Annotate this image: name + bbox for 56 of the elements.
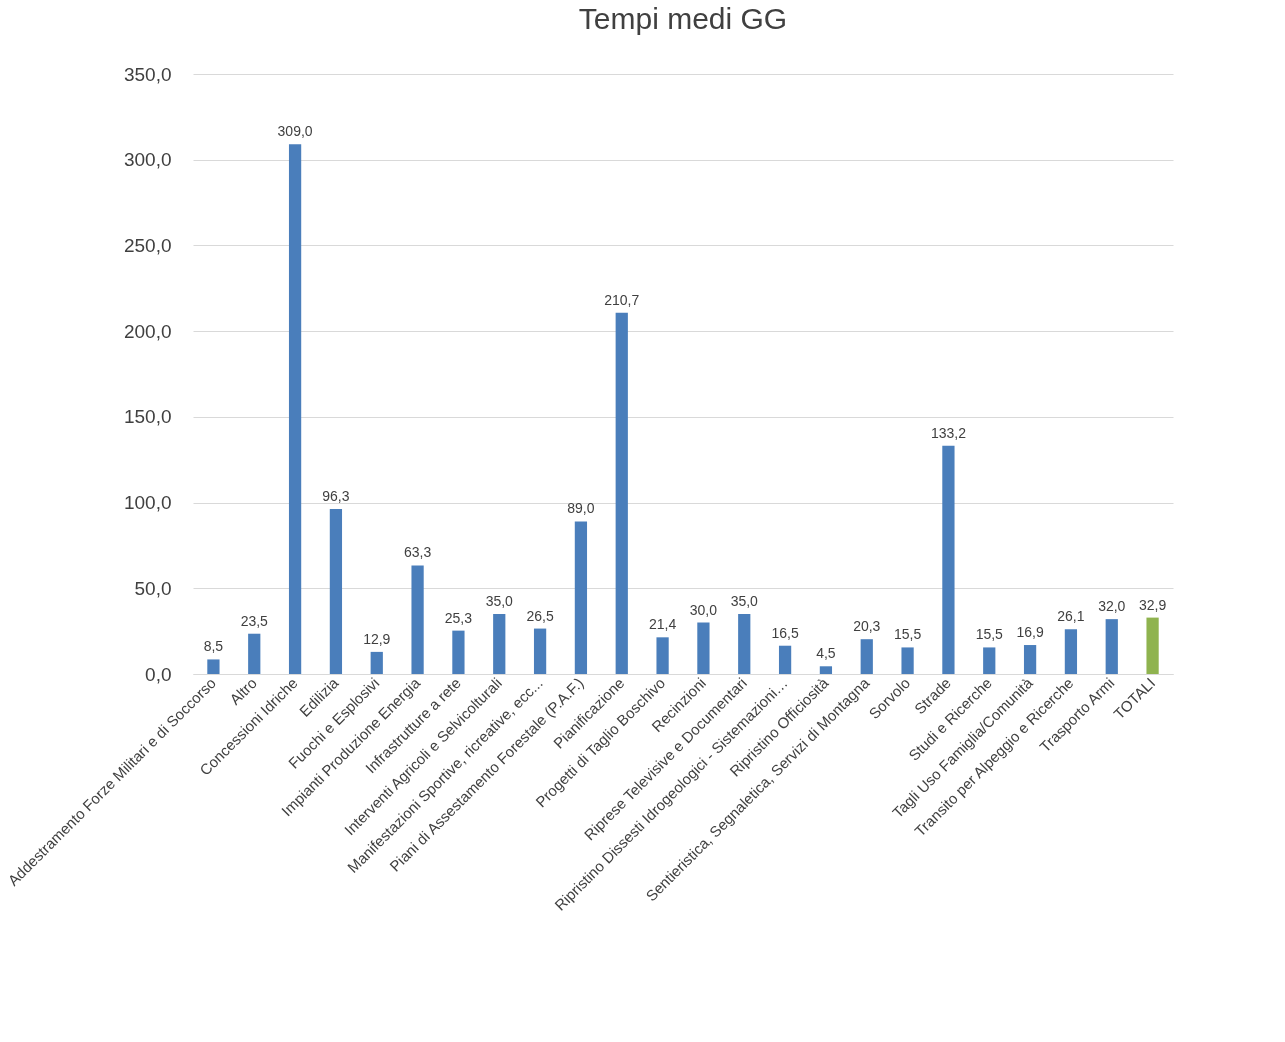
bar (248, 633, 261, 674)
bar (1146, 617, 1159, 674)
data-label: 89,0 (567, 500, 595, 517)
data-label: 16,9 (1016, 624, 1044, 641)
bar (493, 614, 506, 674)
bar (1105, 619, 1118, 674)
bar (288, 144, 302, 674)
bar (738, 614, 751, 674)
data-label: 21,4 (648, 616, 677, 633)
bar (452, 630, 465, 674)
data-label: 15,5 (975, 626, 1004, 643)
data-label: 35,0 (485, 593, 514, 609)
y-tick-label: 350,0 (123, 63, 172, 85)
bar (1064, 629, 1078, 674)
data-label: 4,5 (816, 645, 836, 662)
bar (207, 659, 220, 674)
data-label: 16,5 (771, 624, 799, 641)
data-label: 12,9 (363, 630, 391, 647)
data-label: 32,9 (1138, 596, 1167, 613)
data-label: 63,3 (403, 544, 432, 561)
data-label: 8,5 (203, 638, 224, 655)
data-label: 26,5 (526, 607, 554, 624)
bar (615, 312, 628, 674)
y-tick-label: 100,0 (123, 492, 172, 514)
bar (1023, 645, 1037, 674)
bar (574, 521, 588, 674)
data-label: 25,3 (444, 609, 473, 626)
data-label: 23,5 (240, 612, 269, 629)
bar (778, 645, 792, 674)
data-label: 35,0 (730, 593, 759, 609)
data-label: 32,0 (1098, 598, 1126, 615)
data-label: 15,5 (893, 626, 922, 643)
bar (860, 639, 873, 674)
bar (656, 637, 669, 674)
bar (697, 622, 710, 674)
y-tick-label: 50,0 (134, 577, 172, 599)
bar (370, 651, 383, 674)
data-label: 96,3 (322, 487, 350, 504)
bar (819, 666, 833, 674)
data-label: 20,3 (853, 618, 881, 635)
y-tick-label: 150,0 (123, 406, 172, 428)
chart-title: Tempi medi GG (578, 2, 788, 35)
y-tick-label: 300,0 (123, 149, 172, 171)
bar (983, 647, 996, 674)
bar (942, 445, 955, 674)
bar (901, 647, 914, 674)
data-label: 210,7 (604, 291, 640, 308)
bar (329, 508, 343, 674)
data-label: 26,1 (1057, 608, 1085, 625)
data-label: 133,2 (930, 424, 967, 441)
y-tick-label: 200,0 (123, 320, 172, 342)
bar (533, 628, 547, 674)
bar (411, 565, 424, 674)
y-tick-label: 250,0 (123, 234, 172, 256)
data-label: 30,0 (689, 601, 718, 618)
data-label: 309,0 (277, 123, 313, 140)
